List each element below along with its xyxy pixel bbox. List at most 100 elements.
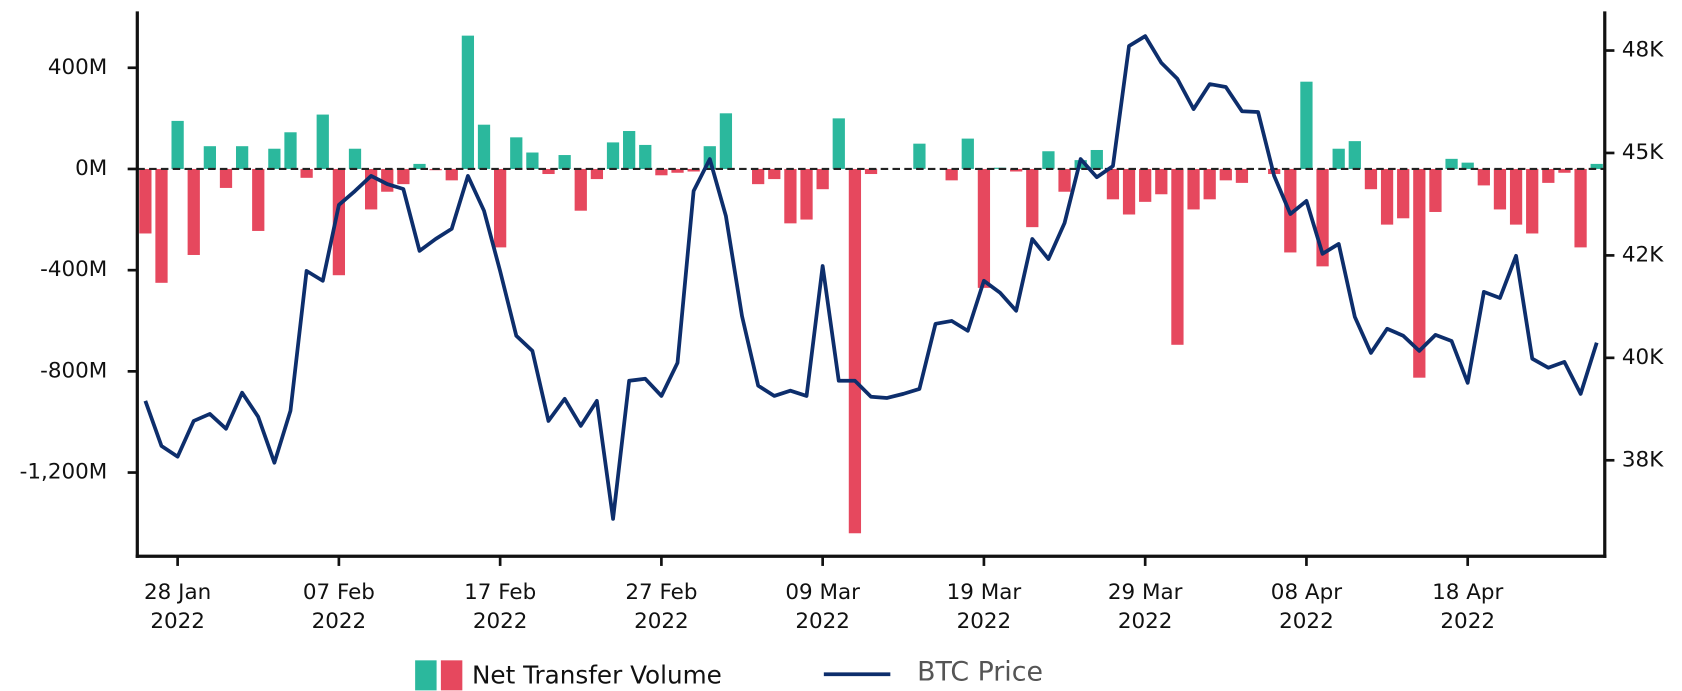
bar <box>1558 168 1571 173</box>
y2-tick-label: 45K <box>1622 140 1664 165</box>
bar <box>558 155 571 169</box>
bar <box>671 168 684 173</box>
bar <box>1219 168 1232 181</box>
x-tick-label: 28 Jan 2022 <box>144 578 212 634</box>
bar <box>300 168 313 178</box>
x-tick-label: 29 Mar 2022 <box>1107 578 1183 634</box>
legend-label: Net Transfer Volume <box>472 660 722 689</box>
y-tick-label: -800M <box>40 358 107 383</box>
bar <box>784 168 797 224</box>
bar <box>752 168 765 185</box>
bar <box>1235 168 1249 183</box>
y-tick-label: 0M <box>75 156 107 181</box>
bar <box>203 146 217 169</box>
bar <box>1590 163 1603 169</box>
bar <box>284 132 297 169</box>
bar <box>1493 168 1507 210</box>
bar <box>1122 168 1136 215</box>
x-tick-label: 27 Feb 2022 <box>625 578 698 634</box>
bar <box>832 118 845 169</box>
y2-tick-label: 42K <box>1622 242 1664 267</box>
bar <box>1445 158 1458 169</box>
bar <box>1477 168 1490 186</box>
bar <box>1187 168 1200 210</box>
bar <box>1026 168 1039 228</box>
bar <box>1090 149 1103 169</box>
bar <box>961 138 974 169</box>
bar <box>719 113 733 169</box>
x-tick-label: 18 Apr 2022 <box>1432 578 1504 634</box>
bar <box>332 168 346 276</box>
bar <box>1300 81 1313 169</box>
x-tick-label: 17 Feb 2022 <box>464 578 537 634</box>
bar <box>1332 148 1345 169</box>
bar <box>945 168 958 181</box>
bar <box>1429 168 1442 212</box>
bar <box>268 148 281 169</box>
y-tick-label: -400M <box>40 257 107 282</box>
y-tick-label: 400M <box>48 55 107 80</box>
bar <box>574 168 587 211</box>
bar <box>413 163 426 169</box>
bar <box>1509 168 1523 225</box>
x-tick-label-box: 29 Mar 2022 <box>1107 578 1183 634</box>
bar <box>1106 168 1120 200</box>
bar <box>864 168 878 175</box>
x-tick-label: 19 Mar 2022 <box>946 578 1022 634</box>
bar <box>655 168 668 176</box>
x-tick-label: 07 Feb 2022 <box>302 578 375 634</box>
bar <box>155 168 168 283</box>
bar <box>1364 168 1378 190</box>
bar <box>1042 151 1055 169</box>
x-tick-label-box: 08 Apr 2022 <box>1271 579 1342 634</box>
x-tick-label-box: 27 Feb 2022 <box>625 578 698 634</box>
x-tick-label-box: 28 Jan 2022 <box>144 578 212 634</box>
bar <box>445 168 458 181</box>
bar <box>1155 168 1168 195</box>
bar <box>187 168 200 255</box>
bar <box>623 131 636 169</box>
price-line <box>143 34 1599 521</box>
y2-tick-label: 40K <box>1622 345 1664 370</box>
bar <box>606 142 620 169</box>
bar <box>816 168 829 190</box>
bar <box>1203 168 1216 200</box>
bar <box>494 168 507 248</box>
bar <box>1526 168 1539 234</box>
y2-tick-label: 48K <box>1622 38 1664 63</box>
bar <box>1010 168 1023 172</box>
x-tick-label: 09 Mar 2022 <box>785 578 860 634</box>
y-tick-label: -1,200M <box>20 460 108 485</box>
bar <box>397 168 410 185</box>
bar <box>316 114 329 169</box>
bar <box>477 124 491 169</box>
bar <box>1348 141 1361 169</box>
y2-tick-label: 38K <box>1622 447 1664 472</box>
bar <box>348 148 362 169</box>
bar <box>219 168 233 188</box>
x-tick-label-box: 19 Mar 2022 <box>946 578 1022 634</box>
bar <box>1542 168 1555 183</box>
bar <box>590 168 604 180</box>
bar <box>639 144 652 169</box>
bar <box>1574 168 1587 248</box>
bar <box>977 168 991 288</box>
legend-swatch-negative <box>440 660 463 691</box>
bar <box>510 137 523 169</box>
bar <box>687 168 700 172</box>
bar <box>252 168 265 231</box>
bar <box>913 143 926 169</box>
legend-swatch-positive <box>415 660 437 691</box>
x-tick-label-box: 07 Feb 2022 <box>302 578 375 634</box>
bar <box>1397 168 1410 219</box>
bar <box>800 168 813 220</box>
bar <box>461 35 475 169</box>
bar <box>768 168 781 180</box>
x-tick-label-box: 17 Feb 2022 <box>464 578 537 634</box>
legend: Net Transfer Volume BTC Price <box>415 657 1043 691</box>
bar <box>139 168 152 234</box>
bar <box>1058 168 1071 192</box>
bar <box>1139 168 1152 202</box>
bar <box>235 146 249 169</box>
